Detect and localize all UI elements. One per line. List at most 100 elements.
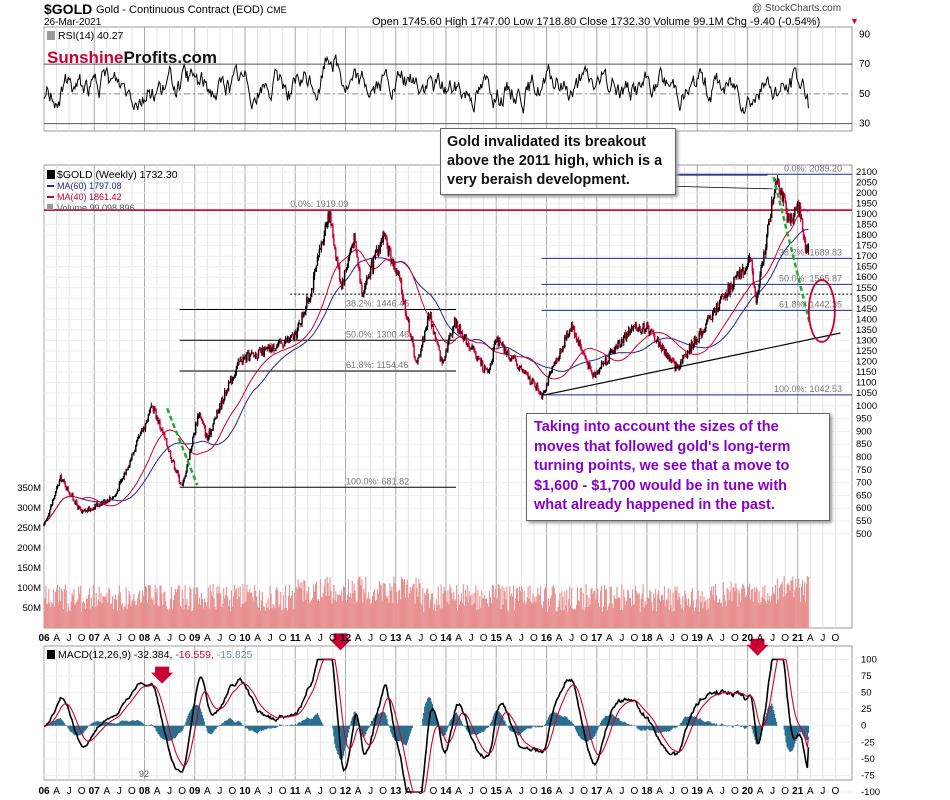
- price-bar-body: [553, 362, 555, 366]
- price-bar-body: [169, 451, 172, 459]
- price-bar-body: [48, 514, 50, 517]
- price-bar-body: [196, 416, 199, 425]
- price-bar-body: [306, 297, 308, 307]
- price-bar-body: [551, 366, 553, 372]
- price-bar-body: [716, 303, 719, 312]
- price-bar-body: [283, 341, 286, 347]
- price-bar-body: [123, 473, 125, 478]
- price-bar-body: [687, 352, 690, 353]
- price-bar-body: [563, 345, 565, 347]
- price-bar-body: [710, 315, 712, 320]
- price-bar-body: [514, 357, 517, 362]
- price-bar-body: [722, 296, 725, 297]
- price-bar-body: [461, 332, 464, 339]
- price-bar-body: [683, 354, 685, 359]
- price-bar-body: [318, 248, 321, 256]
- price-bar-body: [166, 445, 169, 450]
- price-bar-body: [371, 261, 374, 271]
- x-tick-label: O: [128, 633, 136, 644]
- ohlc-readout: Open 1745.60 High 1747.00 Low 1718.80 Cl…: [372, 16, 821, 28]
- price-bar-body: [388, 249, 390, 255]
- x-tick-label: A: [807, 633, 814, 644]
- price-bar-body: [288, 339, 291, 341]
- x-tick-label: 10: [239, 786, 251, 797]
- price-bar-body: [794, 207, 796, 216]
- rsi-legend: RSI(14) 40.27: [58, 30, 124, 42]
- price-bar-body: [80, 510, 83, 513]
- price-bar-body: [257, 349, 260, 358]
- price-bar-body: [724, 293, 726, 298]
- price-bar-body: [695, 339, 697, 343]
- price-bar-body: [799, 206, 802, 220]
- price-bar-body: [354, 233, 356, 242]
- price-bar-body: [160, 427, 162, 431]
- x-tick-label: A: [204, 786, 211, 797]
- price-bar-body: [625, 333, 628, 339]
- price-bar-body: [310, 297, 312, 300]
- x-tick-label: 14: [440, 633, 452, 644]
- price-bar-body: [577, 338, 580, 346]
- price-bar-body: [567, 332, 569, 336]
- ma40-legend: MA(40) 1861.42: [57, 192, 122, 202]
- price-tick-label: 1300: [856, 335, 877, 346]
- fib-level-label: 61.8%: 1442.35: [779, 299, 842, 309]
- x-tick-label: 13: [390, 786, 402, 797]
- price-bar-body: [148, 412, 151, 415]
- price-bar-body: [509, 358, 511, 360]
- price-bar-body: [405, 313, 408, 319]
- price-bar-body: [740, 270, 742, 278]
- price-bar-body: [520, 366, 523, 370]
- price-bar-body: [140, 429, 143, 432]
- price-bar-body: [138, 435, 141, 437]
- price-bar-body: [77, 505, 79, 510]
- price-bar-body: [144, 423, 147, 430]
- price-bar-body: [451, 334, 453, 336]
- price-bar-body: [155, 409, 157, 419]
- price-bar-body: [457, 330, 460, 332]
- price-bar-body: [768, 221, 770, 225]
- price-bar-body: [449, 335, 451, 338]
- price-bar-body: [719, 299, 722, 301]
- x-tick-label: A: [556, 633, 563, 644]
- price-bar-body: [128, 465, 130, 468]
- price-bar-body: [198, 412, 201, 416]
- price-bar-body: [248, 352, 250, 361]
- price-bar-body: [754, 287, 756, 295]
- price-bar-body: [468, 345, 470, 349]
- price-panel-frame: [43, 164, 853, 629]
- chart-title: Gold - Continuous Contract (EOD) CME: [96, 4, 287, 16]
- price-bar-body: [539, 391, 541, 394]
- price-bar-body: [104, 500, 106, 504]
- price-bar-body: [244, 356, 246, 358]
- price-bar-body: [202, 421, 205, 425]
- price-tick-label: 700: [856, 478, 872, 489]
- x-tick-label: A: [757, 633, 764, 644]
- price-bar-body: [718, 300, 721, 310]
- price-bar-body: [325, 224, 327, 226]
- price-bar-body: [173, 460, 176, 470]
- price-bar-body: [744, 269, 747, 274]
- price-bar-body: [360, 281, 362, 284]
- price-bar-body: [439, 350, 441, 361]
- price-bar-body: [137, 435, 140, 439]
- price-bar-body: [445, 349, 447, 357]
- x-tick-label: O: [530, 786, 538, 797]
- price-bar-body: [50, 505, 52, 510]
- price-tick-label: 1400: [856, 314, 877, 325]
- price-bar-body: [779, 190, 782, 195]
- price-bar-body: [339, 280, 342, 284]
- price-bar-body: [697, 341, 699, 342]
- price-bar-body: [387, 245, 389, 255]
- x-tick-label: J: [670, 786, 675, 797]
- price-bar-body: [385, 234, 387, 238]
- price-bar-body: [127, 467, 129, 471]
- price-bar-body: [224, 390, 227, 395]
- price-bar-body: [402, 297, 405, 302]
- price-bar-body: [795, 207, 797, 209]
- price-bar-body: [262, 347, 265, 356]
- price-bar-body: [714, 308, 717, 313]
- price-bar-body: [595, 372, 597, 377]
- x-tick-label: 19: [692, 633, 704, 644]
- price-bar-body: [510, 359, 512, 360]
- price-tick-label: 1500: [856, 293, 877, 304]
